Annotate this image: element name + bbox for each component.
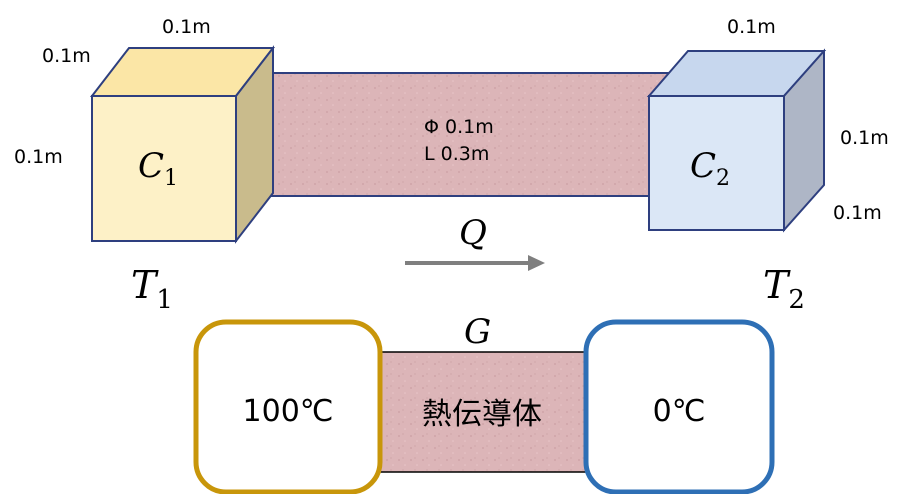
left-cube [89, 45, 276, 244]
right-cube-dim-top: 0.1m [727, 16, 776, 38]
left-cube-dim-top: 0.1m [162, 16, 211, 38]
right-cube-dim-depth: 0.1m [833, 202, 882, 224]
hot-box [193, 319, 383, 494]
rod-diameter-label: Φ 0.1m [424, 116, 494, 138]
heat-flow-label: Q [459, 213, 487, 253]
right-cube-front [648, 95, 785, 231]
conductance-label: G [464, 312, 491, 352]
hot-box-label: 100℃ [243, 394, 334, 429]
left-cube-label: C1 [138, 146, 178, 191]
left-cube-dim-height: 0.1m [14, 146, 63, 168]
cold-box [583, 319, 775, 494]
right-cube [646, 48, 827, 233]
right-cube-dim-height: 0.1m [840, 127, 889, 149]
conductor-block [375, 351, 589, 473]
conductor-label: 熱伝導体 [422, 397, 542, 432]
temp-left-label: T1 [131, 263, 173, 315]
left-cube-front [91, 95, 237, 242]
cold-box-label: 0℃ [653, 394, 706, 429]
heat-flow-arrow [405, 255, 545, 271]
rod-length-label: L 0.3m [424, 143, 489, 165]
right-cube-label: C2 [690, 146, 730, 191]
temp-right-label: T2 [763, 263, 805, 315]
left-cube-dim-depth: 0.1m [42, 45, 91, 67]
